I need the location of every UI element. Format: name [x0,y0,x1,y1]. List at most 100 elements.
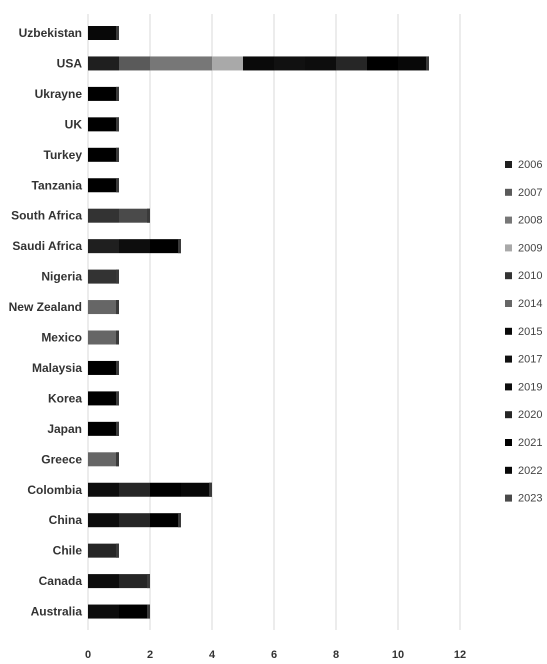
bar-segment [367,56,398,71]
bar-segment [398,56,429,71]
category-label: Malaysia [32,361,82,375]
bar-segment [88,543,119,558]
legend-swatch [505,161,512,168]
legend-label: 2017 [518,354,542,366]
bar-end-cap [178,239,181,254]
bar-end-cap [116,147,119,162]
bar-segment [150,56,212,71]
legend-swatch [505,439,512,446]
legend-label: 2007 [518,187,542,199]
bar-segment [88,421,119,436]
bar-segment [88,147,119,162]
bar-segment [119,574,150,589]
category-label: Saudi Africa [12,239,82,253]
bar-end-cap [178,513,181,528]
category-label: Australia [31,605,83,619]
x-axis-tick-labels: 0 2 4 6 8 10 12 [85,649,466,661]
legend-swatch [505,466,512,474]
bar-segment [243,56,274,71]
category-labels: Uzbekistan USA Ukrayne UK Turkey Tanzania Sout… [9,26,83,619]
bar-segment [119,513,150,528]
legend-swatch [505,494,512,502]
bar-segment [119,56,150,71]
bar-segment [336,56,367,71]
bar-end-cap [116,452,119,467]
bar-end-cap [116,391,119,406]
legend-label: 2006 [518,159,542,171]
bar-segment [119,604,150,619]
x-tick-label: 0 [85,649,91,659]
bar-segment [88,360,119,375]
bars [88,26,429,619]
legend-swatch [505,327,512,335]
bar-segment [88,117,119,132]
bar-segment [88,208,119,223]
legend: 2006 2007 2008 2009 2010 2014 2015 2017 2019 2020… [505,159,542,505]
legend-swatch [505,355,512,363]
bar-segment [88,482,119,497]
bar-segment [88,26,119,40]
legend-swatch [505,383,512,391]
bar-end-cap [147,574,150,589]
bar-segment [88,86,119,101]
bar-end-cap [116,26,119,40]
category-label: Nigeria [41,270,82,284]
x-tick-label: 12 [454,649,466,659]
bar-segment [150,513,181,528]
legend-swatch [505,300,512,307]
bar-segment [88,178,119,193]
legend-label: 2022 [518,465,542,477]
bar-segment [119,239,150,254]
x-tick-label: 4 [209,649,216,659]
legend-swatch [505,244,512,252]
bar-segment [88,391,119,406]
bar-segment [88,452,119,467]
category-label: UK [65,117,83,131]
bar-end-cap [426,56,429,71]
bar-segment [88,239,119,254]
bar-end-cap [147,208,150,223]
bar-end-cap [116,330,119,345]
legend-swatch [505,216,512,224]
legend-swatch [505,411,512,419]
category-label: Greece [41,452,82,466]
legend-label: 2010 [518,270,542,282]
bar-segment [88,330,119,345]
category-label: Turkey [44,148,83,162]
bar-end-cap [147,604,150,619]
bar-segment [88,269,119,284]
category-label: Japan [47,422,82,436]
bar-segment [119,482,150,497]
bar-segment [88,513,119,528]
x-tick-label: 8 [333,649,339,659]
category-label: Mexico [41,331,82,345]
bar-end-cap [116,117,119,132]
legend-label: 2021 [518,437,542,449]
legend-label: 2008 [518,215,542,227]
bar-segment [119,208,150,223]
category-label: USA [57,56,83,70]
bar-end-cap [116,300,119,315]
legend-swatch [505,272,512,280]
legend-label: 2020 [518,409,542,421]
category-label: Tanzania [32,178,83,192]
category-label: Colombia [27,483,82,497]
x-tick-label: 2 [147,649,153,659]
category-label: South Africa [11,209,82,223]
bar-segment [88,604,119,619]
legend-label: 2019 [518,381,542,393]
legend-label: 2023 [518,493,542,505]
bar-segment [150,239,181,254]
bar-end-cap [209,482,212,497]
bar-segment [212,56,243,71]
category-label: Ukrayne [35,87,83,101]
category-label: China [49,513,83,527]
bar-end-cap [116,178,119,193]
category-label: Chile [53,544,83,558]
bar-segment [88,300,119,315]
bar-end-cap [116,543,119,558]
category-label: Korea [48,391,82,405]
x-tick-label: 10 [392,649,404,659]
category-label: New Zealand [9,300,82,314]
